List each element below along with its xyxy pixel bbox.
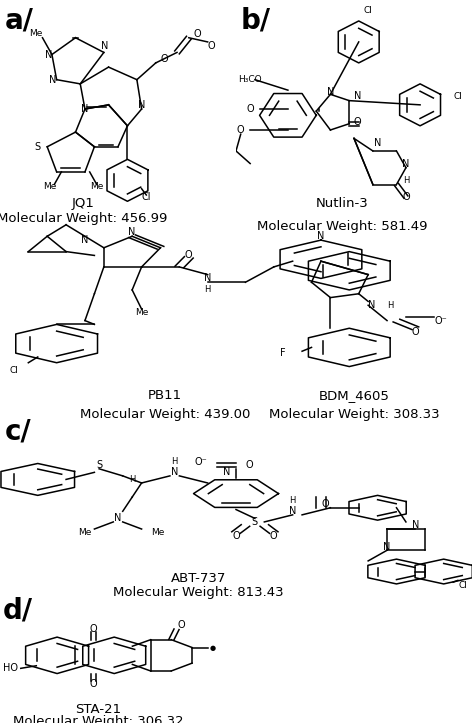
Text: O: O — [270, 531, 278, 541]
Text: Cl: Cl — [364, 6, 372, 15]
Text: a/: a/ — [5, 7, 34, 34]
Text: Molecular Weight: 581.49: Molecular Weight: 581.49 — [257, 220, 428, 233]
Text: ●: ● — [210, 644, 216, 651]
Text: Molecular Weight: 439.00: Molecular Weight: 439.00 — [80, 408, 250, 421]
Text: N: N — [138, 100, 145, 110]
Text: N: N — [49, 74, 57, 85]
Text: O: O — [237, 125, 244, 135]
Text: ABT-737: ABT-737 — [170, 572, 226, 585]
Text: N: N — [317, 231, 325, 241]
Text: S: S — [252, 517, 258, 527]
Text: b/: b/ — [241, 7, 271, 34]
Text: O⁻: O⁻ — [434, 315, 447, 325]
Text: O: O — [354, 116, 362, 127]
Text: O: O — [232, 531, 240, 541]
Text: O: O — [208, 41, 215, 51]
Text: Me: Me — [151, 528, 164, 537]
Text: Cl: Cl — [10, 366, 18, 375]
Text: H: H — [289, 496, 296, 505]
Text: Me: Me — [78, 528, 92, 537]
Text: H: H — [387, 301, 394, 309]
Text: Molecular Weight: 813.43: Molecular Weight: 813.43 — [113, 586, 284, 599]
Text: N: N — [402, 158, 410, 168]
Text: N: N — [81, 235, 89, 245]
Text: O: O — [245, 461, 253, 470]
Text: O: O — [90, 679, 97, 689]
Text: O⁻: O⁻ — [195, 457, 208, 467]
Text: Me: Me — [29, 29, 42, 38]
Text: N: N — [171, 467, 178, 477]
Text: O: O — [322, 499, 329, 509]
Text: H₃CO: H₃CO — [238, 75, 262, 84]
Text: N: N — [44, 49, 52, 59]
Text: O: O — [246, 104, 254, 114]
Text: F: F — [280, 348, 286, 358]
Text: N: N — [327, 87, 334, 98]
Text: STA-21: STA-21 — [76, 703, 122, 716]
Text: Molecular Weight: 308.33: Molecular Weight: 308.33 — [269, 408, 439, 421]
Text: S: S — [35, 142, 41, 152]
Text: N: N — [368, 300, 376, 310]
Text: c/: c/ — [5, 417, 31, 445]
Text: O: O — [90, 624, 97, 634]
Text: O: O — [178, 620, 185, 630]
Text: H: H — [129, 475, 135, 484]
Text: Me: Me — [135, 309, 148, 317]
Text: N: N — [374, 137, 381, 147]
Text: HO: HO — [3, 663, 18, 673]
Text: Cl: Cl — [454, 92, 462, 101]
Text: N: N — [383, 542, 391, 552]
Text: N: N — [204, 273, 211, 283]
Text: N: N — [81, 104, 89, 114]
Text: N: N — [412, 521, 419, 531]
Text: Me: Me — [43, 182, 56, 191]
Text: PB11: PB11 — [148, 389, 182, 402]
Text: N: N — [354, 91, 362, 101]
Text: N: N — [128, 228, 136, 237]
Text: Molecular Weight: 456.99: Molecular Weight: 456.99 — [0, 212, 168, 225]
Text: Molecular Weight: 306.32: Molecular Weight: 306.32 — [13, 715, 184, 723]
Text: Cl: Cl — [142, 192, 151, 202]
Text: S: S — [96, 461, 102, 470]
Text: H: H — [204, 286, 211, 294]
Text: d/: d/ — [3, 596, 33, 625]
Text: JQ1: JQ1 — [71, 197, 94, 210]
Text: N: N — [101, 41, 109, 51]
Text: Nutlin-3: Nutlin-3 — [316, 197, 369, 210]
Text: N: N — [289, 506, 296, 516]
Text: O: O — [402, 192, 410, 202]
Text: N: N — [223, 467, 230, 477]
Text: H: H — [171, 457, 178, 466]
Text: Cl: Cl — [458, 581, 467, 590]
Text: O: O — [160, 54, 168, 64]
Text: H: H — [403, 176, 409, 185]
Text: O: O — [185, 250, 193, 260]
Text: BDM_4605: BDM_4605 — [319, 389, 389, 402]
Text: N: N — [114, 513, 122, 523]
Text: O: O — [412, 327, 419, 337]
Text: O: O — [194, 28, 201, 38]
Text: Me: Me — [90, 182, 103, 191]
